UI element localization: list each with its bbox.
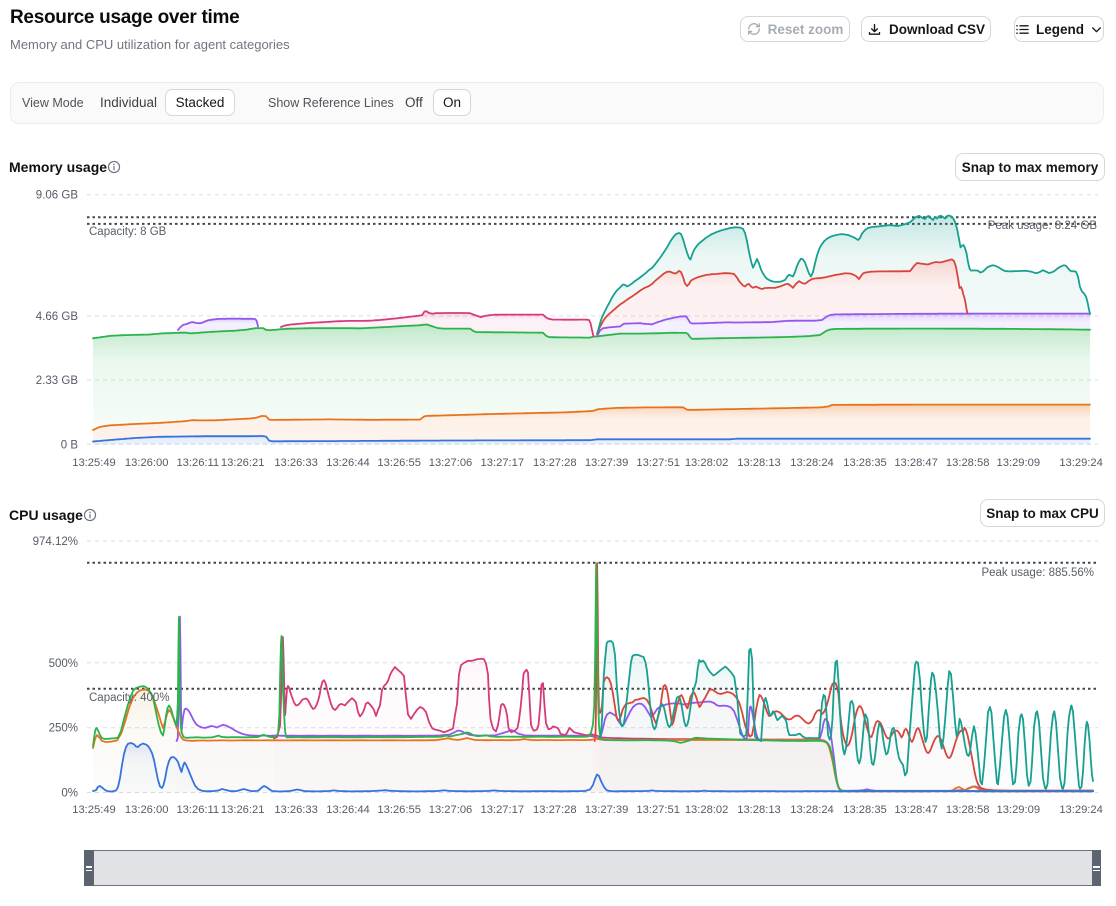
svg-text:0 B: 0 B bbox=[61, 439, 79, 451]
svg-text:13:27:06: 13:27:06 bbox=[429, 804, 473, 816]
svg-text:13:27:39: 13:27:39 bbox=[585, 457, 629, 469]
svg-text:4.66 GB: 4.66 GB bbox=[36, 311, 79, 323]
svg-text:13:27:17: 13:27:17 bbox=[481, 457, 525, 469]
svg-text:13:26:00: 13:26:00 bbox=[125, 457, 169, 469]
svg-text:13:28:58: 13:28:58 bbox=[946, 804, 990, 816]
svg-text:13:26:44: 13:26:44 bbox=[326, 804, 370, 816]
svg-text:13:28:47: 13:28:47 bbox=[894, 804, 938, 816]
svg-text:13:27:17: 13:27:17 bbox=[481, 804, 525, 816]
svg-text:13:27:28: 13:27:28 bbox=[533, 457, 577, 469]
svg-text:2.33 GB: 2.33 GB bbox=[36, 375, 79, 387]
svg-text:13:25:49: 13:25:49 bbox=[72, 804, 116, 816]
svg-text:13:28:35: 13:28:35 bbox=[843, 457, 887, 469]
svg-text:13:27:39: 13:27:39 bbox=[585, 804, 629, 816]
svg-text:13:26:11: 13:26:11 bbox=[176, 804, 219, 816]
svg-text:Peak usage: 885.56%: Peak usage: 885.56% bbox=[981, 567, 1094, 579]
svg-text:0%: 0% bbox=[61, 788, 78, 800]
svg-text:13:26:00: 13:26:00 bbox=[125, 804, 169, 816]
svg-text:13:28:24: 13:28:24 bbox=[790, 804, 834, 816]
svg-text:13:29:09: 13:29:09 bbox=[997, 457, 1041, 469]
svg-text:500%: 500% bbox=[49, 658, 78, 670]
svg-text:13:26:21: 13:26:21 bbox=[221, 804, 265, 816]
svg-text:Capacity: 400%: Capacity: 400% bbox=[89, 692, 170, 704]
svg-text:13:26:11: 13:26:11 bbox=[176, 457, 219, 469]
svg-text:13:27:51: 13:27:51 bbox=[636, 804, 680, 816]
svg-text:13:26:33: 13:26:33 bbox=[274, 804, 318, 816]
svg-text:13:28:35: 13:28:35 bbox=[843, 804, 887, 816]
svg-text:13:28:02: 13:28:02 bbox=[685, 457, 729, 469]
svg-text:13:26:44: 13:26:44 bbox=[326, 457, 370, 469]
svg-text:13:27:51: 13:27:51 bbox=[636, 457, 680, 469]
svg-text:13:27:06: 13:27:06 bbox=[429, 457, 473, 469]
svg-text:13:26:21: 13:26:21 bbox=[221, 457, 265, 469]
svg-text:13:26:33: 13:26:33 bbox=[274, 457, 318, 469]
svg-text:250%: 250% bbox=[49, 723, 78, 735]
svg-text:Capacity: 8 GB: Capacity: 8 GB bbox=[89, 226, 167, 238]
svg-text:13:28:58: 13:28:58 bbox=[946, 457, 990, 469]
svg-text:9.06 GB: 9.06 GB bbox=[36, 190, 79, 202]
svg-text:13:26:55: 13:26:55 bbox=[377, 804, 421, 816]
svg-text:13:28:13: 13:28:13 bbox=[737, 804, 781, 816]
svg-text:13:28:02: 13:28:02 bbox=[685, 804, 729, 816]
svg-text:13:29:24: 13:29:24 bbox=[1059, 457, 1103, 469]
svg-text:13:29:09: 13:29:09 bbox=[997, 804, 1041, 816]
svg-text:13:28:47: 13:28:47 bbox=[894, 457, 938, 469]
svg-text:13:25:49: 13:25:49 bbox=[72, 457, 116, 469]
svg-text:13:27:28: 13:27:28 bbox=[533, 804, 577, 816]
svg-text:13:28:13: 13:28:13 bbox=[737, 457, 781, 469]
svg-text:Peak usage: 8.24 GB: Peak usage: 8.24 GB bbox=[988, 220, 1098, 232]
svg-text:974.12%: 974.12% bbox=[33, 536, 78, 548]
svg-text:13:28:24: 13:28:24 bbox=[790, 457, 834, 469]
svg-text:13:29:24: 13:29:24 bbox=[1059, 804, 1103, 816]
svg-text:13:26:55: 13:26:55 bbox=[377, 457, 421, 469]
